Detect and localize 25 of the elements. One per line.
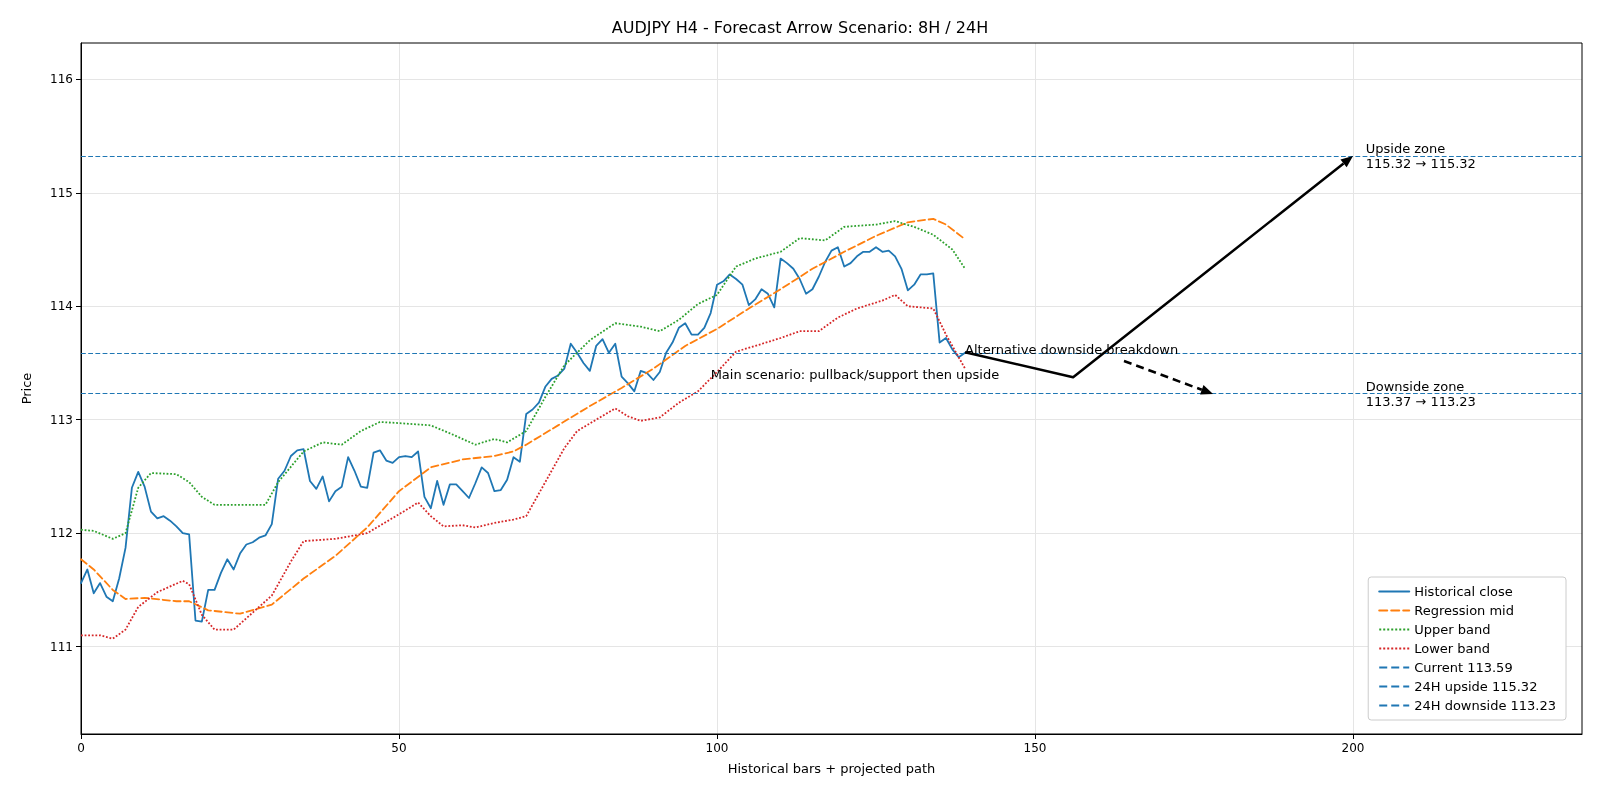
x-tick-label: 150 — [1023, 741, 1047, 755]
annotation: Downside zone 113.37 → 113.23 — [1365, 378, 1476, 409]
y-tick-label: 112 — [50, 526, 73, 541]
y-tick-label: 116 — [50, 72, 73, 87]
x-axis-title: Historical bars + projected path — [727, 761, 936, 776]
y-tick-label: 115 — [50, 185, 73, 200]
x-tick-label: 200 — [1341, 741, 1365, 755]
legend-label: Current 113.59 — [1414, 660, 1513, 675]
legend-label: 24H downside 113.23 — [1414, 698, 1556, 713]
x-tick-label: 0 — [77, 741, 85, 755]
y-axis-title: Price — [19, 372, 34, 405]
legend-label: Upper band — [1414, 622, 1491, 637]
annotation: Upside zone 115.32 → 115.32 — [1365, 141, 1476, 172]
chart-title: AUDJPY H4 - Forecast Arrow Scenario: 8H / 24H — [611, 17, 989, 37]
x-tick-label: 100 — [705, 741, 729, 755]
legend-label: Historical close — [1414, 584, 1513, 599]
legend-label: Lower band — [1414, 641, 1491, 656]
annotation: Alternative downside breakdown — [965, 341, 1179, 357]
y-tick-label: 114 — [50, 299, 73, 314]
legend-label: 24H upside 115.32 — [1414, 679, 1538, 694]
y-tick-label: 111 — [50, 639, 73, 654]
y-tick-label: 113 — [50, 412, 73, 427]
x-tick-label: 50 — [391, 741, 407, 755]
legend-label: Regression mid — [1414, 603, 1514, 618]
annotation: Main scenario: pullback/support then upside — [710, 366, 1000, 382]
